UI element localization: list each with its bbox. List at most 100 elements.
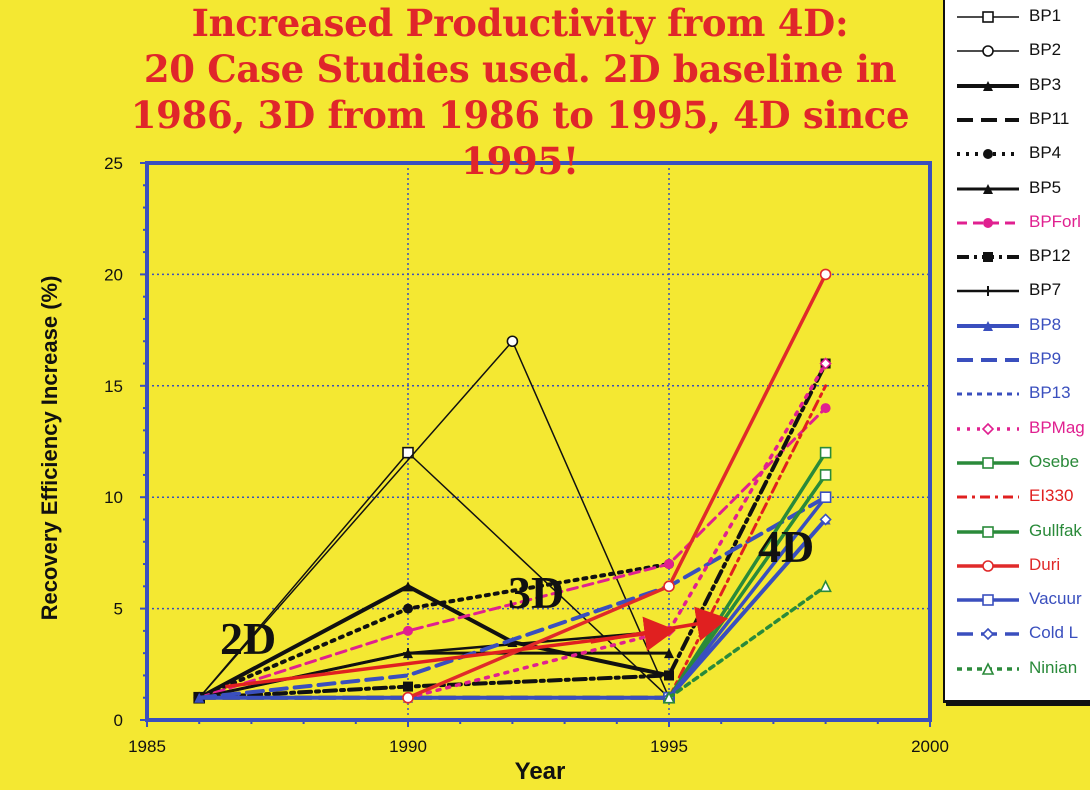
legend-marker [982,45,994,58]
data-point-bpmagnus [819,357,832,370]
legend-label: Ninian [1029,657,1078,677]
legend-swatch [957,117,1019,122]
legend-marker [982,525,994,538]
legend-swatch-marker [983,286,993,297]
legend-label: Gullfak [1029,520,1082,540]
title-line-1: Increased Productivity from 4D: [191,1,849,45]
series-line-vacuum [667,495,828,700]
data-point-cold-lake [819,513,832,526]
legend-swatch [957,628,1019,641]
data-point-bp7 [403,648,413,659]
legend-swatch-marker [982,11,994,23]
legend-swatch [957,286,1019,297]
y-tick-label: 25 [104,154,123,173]
legend-item: BP8 [953,313,1090,337]
legend-swatch [957,457,1019,469]
legend-swatch [957,45,1019,58]
legend-swatch [957,149,1019,160]
legend-label: BPForl [1029,211,1081,231]
y-axis-label-wrap: Recovery Efficiency Increase (%) [20,178,80,718]
legend-swatch [957,525,1019,538]
legend-marker [983,149,993,160]
legend-marker [981,422,995,435]
data-point-bpforties [664,559,674,570]
legend-marker [982,559,994,572]
legend-label: Cold L [1029,623,1079,643]
phase-label-3d: 3D [508,567,565,618]
legend-label: BP3 [1029,74,1062,94]
legend-item: Osebe [953,450,1090,474]
series-line-gullfaks [667,450,828,700]
series-line-bpforties [197,406,828,700]
series-duri [402,268,832,704]
series-line-oseberg [667,473,828,700]
series-line-bp12 [197,361,828,700]
x-tick-label: 2000 [911,737,949,756]
x-axis-label: Year [514,758,566,785]
data-point-vacuum [819,491,832,504]
title-line-4: 1995! [461,139,579,183]
legend-swatch-marker [982,525,994,538]
legend-swatch-marker [983,252,993,263]
legend-swatch [957,392,1019,396]
data-point-duri [402,691,414,704]
legend-item: BP3 [953,73,1090,97]
legend-swatch-marker [983,320,993,331]
legend-item: BPMag [953,416,1090,440]
legend-swatch [957,661,1019,675]
legend-swatch [957,183,1019,194]
legend-item: BP9 [953,347,1090,371]
phase-label-4d: 4D [758,521,815,572]
series-ninian [662,579,832,704]
legend-item: Ninian [953,656,1090,680]
data-point-duri [663,580,675,593]
data-point-bp4 [403,603,413,614]
legend-label: BP11 [1029,108,1070,128]
y-axis-label: Recovery Efficiency Increase (%) [37,275,62,621]
title-line-2: 20 Case Studies used. 2D baseline in [143,47,897,91]
legend-swatch [957,559,1019,572]
x-tick-label: 1990 [389,737,427,756]
legend-item: Gullfak [953,519,1090,543]
legend-item: Vacuur [953,587,1090,611]
legend-swatch-marker [982,594,994,606]
legend-item: BP4 [953,141,1090,165]
legend-label: BP2 [1029,40,1062,60]
legend-label: BP9 [1029,349,1062,368]
data-point-ninian [662,690,676,704]
y-tick-label: 5 [114,600,123,619]
legend-label: Osebe [1029,451,1080,471]
legend-swatch-marker [983,149,993,160]
legend-swatch-marker [981,661,995,675]
legend-swatch [957,11,1019,23]
series-ei330 [667,384,828,700]
legend-label: BPMag [1029,417,1085,437]
legend-item: BP7 [953,278,1090,302]
legend-label: Duri [1029,554,1061,574]
title-line-3: 1986, 3D from 1986 to 1995, 4D since [130,93,910,137]
legend-swatch [957,217,1019,228]
data-point-bp3 [403,581,413,592]
legend-swatch [957,594,1019,606]
series-line-ninian [667,584,828,700]
x-tick-label: 1985 [128,737,166,756]
legend-item: BP12 [953,244,1090,268]
legend-marker [983,252,993,263]
data-point-bp12 [664,670,674,681]
legend-swatch-marker [981,628,995,641]
legend-marker [982,11,994,23]
data-point-bp1 [402,446,414,459]
legend-marker [983,183,993,194]
legend-marker [981,628,995,641]
legend-label: BP12 [1029,246,1071,266]
legend-swatch-marker [983,183,993,194]
legend-marker [982,594,994,606]
legend-label: EI330 [1029,486,1074,506]
legend-marker [982,457,994,469]
series-line-bp3 [197,584,671,700]
legend-item: Duri [953,553,1090,577]
legend-marker [983,286,993,297]
series-line-ei330 [667,384,828,700]
phase-label-2d: 2D [220,613,277,664]
legend-item: EI330 [953,484,1090,508]
